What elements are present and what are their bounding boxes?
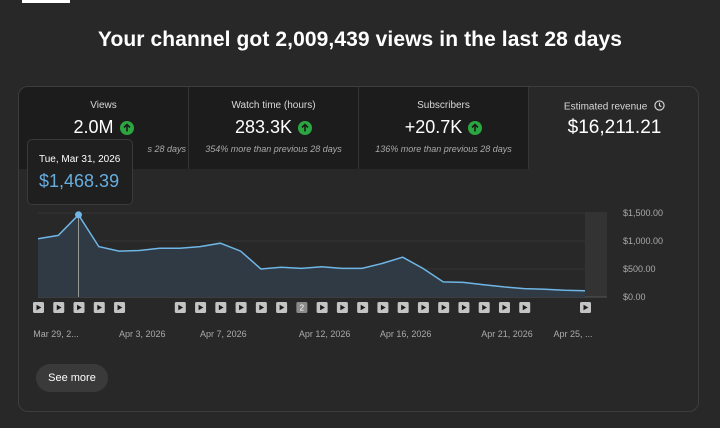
play-icon [279,304,285,311]
x-tick-label: Mar 29, 2... [33,329,79,339]
see-more-button[interactable]: See more [36,364,108,392]
video-publish-marker[interactable] [397,302,409,313]
video-publish-marker[interactable] [276,302,288,313]
trend-up-icon [119,120,134,135]
play-icon [77,304,82,311]
video-publish-marker[interactable] [53,302,65,313]
play-icon [502,304,508,311]
play-icon [320,304,325,311]
metric-label: Watch time (hours) [231,100,316,111]
metric-value: 2.0M [73,117,114,137]
x-tick-label: Apr 7, 2026 [200,329,247,339]
video-publish-marker[interactable] [377,302,389,313]
video-count-label: 2 [300,304,305,313]
revenue-line [37,213,586,292]
play-icon [380,304,386,311]
video-publish-marker[interactable] [478,302,490,313]
play-icon [117,304,123,311]
revenue-area [38,214,585,297]
video-publish-marker[interactable] [498,302,510,313]
video-publish-marker[interactable] [519,302,531,313]
chart-tooltip: Tue, Mar 31, 2026 $1,468.39 [27,139,133,205]
play-icon [522,304,528,311]
video-publish-marker[interactable] [195,302,207,313]
play-icon [441,304,447,311]
metric-label: Estimated revenue [563,101,648,113]
metric-label: Subscribers [417,100,470,111]
video-publish-marker[interactable] [458,302,470,313]
x-tick-label: Apr 25, ... [553,329,592,339]
video-publish-marker[interactable] [215,302,227,313]
metric-comparison: 136% more than previous 28 days [375,144,512,154]
video-publish-marker[interactable] [93,302,105,313]
video-publish-marker[interactable] [174,302,186,313]
metric-comparison: 354% more than previous 28 days [205,144,342,154]
play-icon [461,304,467,311]
y-tick-label: $1,500.00 [623,208,663,218]
video-publish-marker[interactable] [336,302,348,313]
tooltip-date: Tue, Mar 31, 2026 [39,154,121,165]
play-icon [239,304,244,311]
play-icon [340,304,346,311]
y-tick-label: $500.00 [623,264,656,274]
metric-tab-subscribers[interactable]: Subscribers +20.7K 136% more than previo… [359,87,529,169]
play-icon [421,304,427,311]
video-publish-marker[interactable] [114,302,126,313]
video-publish-marker[interactable] [255,302,267,313]
metric-value: 283.3K [234,117,293,137]
metric-label: Views [90,100,117,111]
play-icon [56,304,62,311]
tooltip-value: $1,468.39 [39,171,120,191]
play-icon [178,304,184,311]
metric-comparison: s 28 days [147,144,186,154]
video-publish-marker[interactable] [417,302,429,313]
play-icon [401,304,406,311]
metric-value: $16,211.21 [567,117,662,138]
metric-value: +20.7K [404,117,463,137]
y-tick-label: $0.00 [623,292,646,302]
video-publish-marker[interactable] [580,302,591,313]
x-tick-label: Apr 12, 2026 [299,329,351,339]
play-icon [97,304,103,311]
video-publish-marker[interactable] [73,302,85,313]
selected-tab-indicator [22,0,70,3]
play-icon [259,304,265,311]
metric-tab-watch-time[interactable]: Watch time (hours) 283.3K 354% more than… [189,87,359,169]
play-icon [482,304,488,311]
play-icon [218,304,224,311]
metric-tab-estimated-revenue[interactable]: Estimated revenue $16,211.21 [529,87,698,169]
trend-up-icon [468,120,483,135]
video-publish-marker[interactable] [235,302,247,313]
play-icon [36,304,42,311]
video-publish-marker[interactable] [438,302,450,313]
clock-icon [654,100,665,114]
data-point[interactable] [75,211,83,219]
play-icon [360,304,366,311]
play-icon [583,304,589,311]
video-publish-marker[interactable] [33,302,44,313]
revenue-chart: $1,500.00 $1,000.00 $500.00 $0.00 2 Mar 29,… [33,208,663,339]
play-icon [198,304,204,311]
x-tick-label: Apr 21, 2026 [481,329,533,339]
video-publish-marker[interactable] [316,302,328,313]
video-count-marker[interactable]: 2 [296,302,308,313]
x-tick-label: Apr 16, 2026 [380,329,432,339]
video-publish-marker[interactable] [357,302,369,313]
page-headline: Your channel got 2,009,439 views in the … [97,28,623,51]
trend-up-icon [298,120,313,135]
y-tick-label: $1,000.00 [623,236,663,246]
chart-hover-band [585,212,607,297]
metric-tabs: Views 2.0M s 28 days Watch time (hours) … [19,87,698,169]
analytics-card: Views 2.0M s 28 days Watch time (hours) … [18,86,699,412]
x-tick-label: Apr 3, 2026 [119,329,166,339]
